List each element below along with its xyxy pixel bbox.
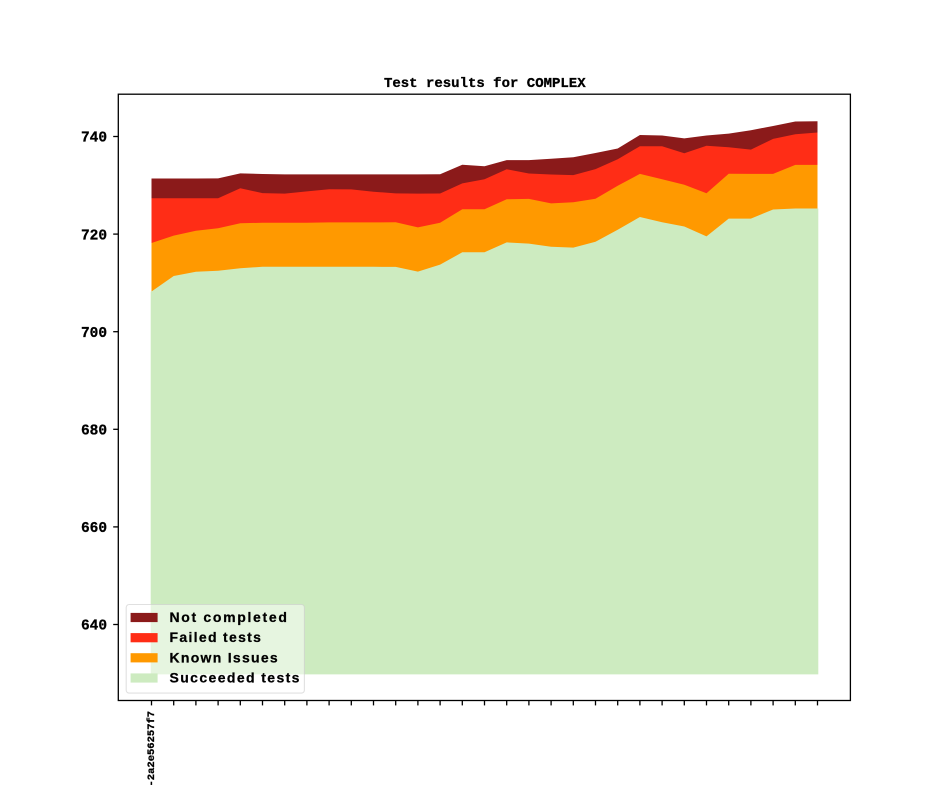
svg-text:Succeeded tests: Succeeded tests <box>170 670 301 686</box>
svg-text:Failed tests: Failed tests <box>170 629 263 645</box>
svg-text:Not completed: Not completed <box>170 609 289 625</box>
svg-text:720: 720 <box>81 228 107 244</box>
svg-text:660: 660 <box>81 521 107 537</box>
svg-text:640: 640 <box>81 619 107 635</box>
svg-text:680: 680 <box>81 424 107 440</box>
svg-text:-2a2e56257f7: -2a2e56257f7 <box>146 711 158 787</box>
svg-text:700: 700 <box>81 326 107 342</box>
svg-text:Known Issues: Known Issues <box>170 649 280 665</box>
svg-text:740: 740 <box>81 131 107 147</box>
svg-text:Test results for COMPLEX: Test results for COMPLEX <box>384 76 586 92</box>
